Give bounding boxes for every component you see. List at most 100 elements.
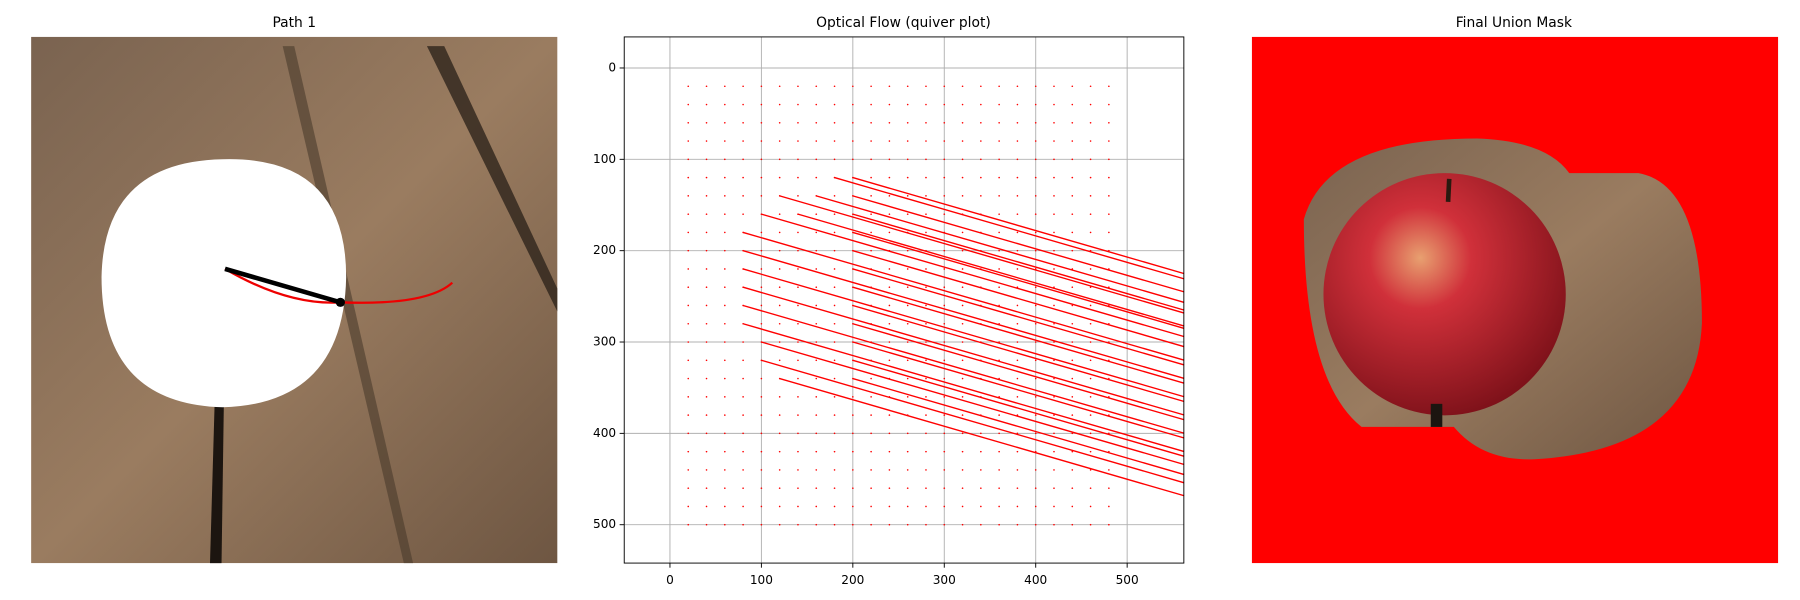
flow-point <box>705 359 708 362</box>
flow-point <box>797 195 799 197</box>
flow-point <box>888 469 891 471</box>
flow-point <box>998 249 1000 252</box>
flow-point <box>833 103 836 106</box>
flow-point <box>943 505 946 508</box>
flow-point <box>724 432 726 435</box>
flow-arrow <box>852 213 1184 311</box>
flow-point <box>705 523 708 526</box>
flow-point <box>1071 85 1074 88</box>
flow-point <box>906 213 909 215</box>
flow-point <box>906 469 909 471</box>
flow-point <box>833 158 836 161</box>
flow-point <box>742 523 744 526</box>
flow-point <box>833 432 836 435</box>
flow-point <box>1034 304 1037 307</box>
flow-point <box>998 85 1000 88</box>
flow-arrow <box>742 250 1184 380</box>
flow-point <box>1089 432 1092 435</box>
flow-point <box>797 341 799 343</box>
flow-arrow <box>852 323 1184 421</box>
flow-point <box>998 487 1000 489</box>
flow-point <box>1071 213 1074 215</box>
flow-point <box>778 249 781 252</box>
flow-point <box>833 523 836 526</box>
flow-point <box>925 487 927 489</box>
axes-frame <box>623 36 1185 564</box>
flow-point <box>1071 414 1074 416</box>
flow-point <box>1108 158 1110 161</box>
flow-point <box>705 304 708 307</box>
y-tick-label: 0 <box>608 60 616 74</box>
flow-point <box>888 121 891 124</box>
flow-point <box>998 432 1000 435</box>
flow-arrow <box>852 195 1184 293</box>
flow-point <box>980 469 982 471</box>
x-tick-label: 100 <box>750 573 773 587</box>
flow-point <box>705 469 708 471</box>
flow-point <box>742 487 744 489</box>
flow-point <box>1071 487 1074 489</box>
flow-point <box>870 396 872 398</box>
flow-point <box>1108 103 1110 106</box>
flow-point <box>687 249 690 252</box>
flow-point <box>888 103 891 106</box>
chart-title: Optical Flow (quiver plot) <box>816 15 991 31</box>
flow-point <box>925 523 927 526</box>
flow-point <box>815 505 818 508</box>
flow-point <box>833 505 836 508</box>
flow-point <box>943 140 946 142</box>
flow-point <box>961 231 964 234</box>
flow-point <box>705 396 708 398</box>
flow-point <box>724 322 726 325</box>
flow-point <box>1071 103 1074 106</box>
flow-point <box>870 487 872 489</box>
flow-arrow <box>852 286 1184 384</box>
flow-point <box>888 304 891 307</box>
flow-point <box>815 523 818 526</box>
flow-point <box>815 121 818 124</box>
flow-point <box>1034 195 1037 197</box>
flow-point <box>778 396 781 398</box>
flow-point <box>1053 158 1055 161</box>
flow-point <box>687 140 690 142</box>
flow-point <box>742 505 744 508</box>
flow-point <box>687 85 690 88</box>
flow-point <box>1071 523 1074 526</box>
x-tick-label: 300 <box>933 573 956 587</box>
flow-point <box>742 450 744 453</box>
flow-point <box>870 140 872 142</box>
flow-point <box>724 249 726 252</box>
flow-point <box>815 414 818 416</box>
flow-arrow <box>852 176 1184 275</box>
flow-point <box>1053 505 1055 508</box>
flow-point <box>724 396 726 398</box>
flow-point <box>760 158 763 161</box>
flow-point <box>980 432 982 435</box>
flow-point <box>760 322 763 325</box>
flow-point <box>742 359 744 362</box>
flow-point <box>852 432 854 435</box>
flow-point <box>687 469 690 471</box>
flow-point <box>888 85 891 88</box>
flow-point <box>852 121 854 124</box>
flow-point <box>760 450 763 453</box>
flow-point <box>705 286 708 289</box>
flow-point <box>1071 450 1074 453</box>
flow-point <box>778 158 781 161</box>
flow-point <box>906 304 909 307</box>
flow-point <box>1034 487 1037 489</box>
flow-point <box>943 432 946 435</box>
flow-point <box>998 505 1000 508</box>
flow-point <box>1089 487 1092 489</box>
flow-point <box>815 450 818 453</box>
flow-point <box>1071 377 1074 380</box>
flow-point <box>906 268 909 270</box>
flow-arrow <box>852 268 1184 366</box>
flow-point <box>742 176 744 179</box>
flow-point <box>760 121 763 124</box>
flow-point <box>925 286 927 289</box>
flow-point <box>961 377 964 380</box>
flow-point <box>1016 268 1019 270</box>
flow-point <box>833 304 836 307</box>
flow-point <box>705 85 708 88</box>
